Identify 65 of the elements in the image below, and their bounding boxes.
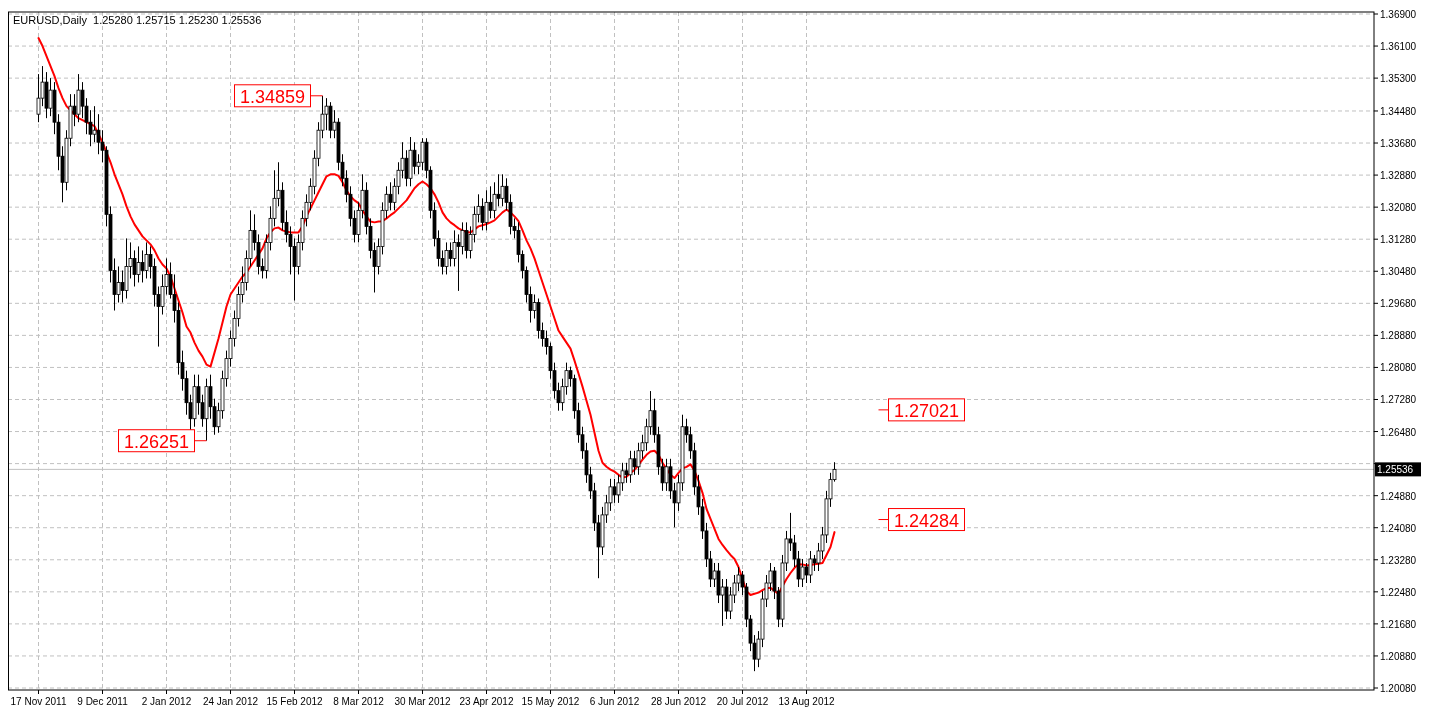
candlestick xyxy=(664,458,669,492)
y-tick-label: 1.36900 xyxy=(1380,9,1417,20)
y-tick-label: 1.28080 xyxy=(1380,362,1417,374)
candlestick xyxy=(496,173,501,207)
candlestick xyxy=(804,562,809,584)
candlestick xyxy=(612,478,617,504)
candlestick xyxy=(484,189,489,231)
x-tick-label: 15 May 2012 xyxy=(521,696,580,707)
candlestick xyxy=(412,141,417,175)
x-tick-label: 23 Apr 2012 xyxy=(459,696,514,707)
candlestick xyxy=(500,173,505,207)
x-tick-label: 9 Dec 2011 xyxy=(77,696,129,707)
y-tick-label: 1.23280 xyxy=(1380,554,1417,566)
ref-line-label: 1.25536 xyxy=(1377,464,1414,476)
candlestick xyxy=(488,185,493,219)
y-tick-label: 1.28880 xyxy=(1380,330,1417,342)
candlestick xyxy=(144,241,149,279)
y-tick-label: 1.32880 xyxy=(1380,170,1417,182)
candlestick xyxy=(120,269,125,304)
y-tick-label: 1.24080 xyxy=(1380,522,1417,534)
x-tick-label: 20 Jul 2012 xyxy=(716,696,769,707)
candlestick xyxy=(800,558,805,588)
x-tick-label: 13 Aug 2012 xyxy=(778,696,836,707)
candlestick xyxy=(624,462,629,484)
candlestick xyxy=(480,197,485,231)
x-tick-label: 15 Feb 2012 xyxy=(266,696,324,707)
y-tick-label: 1.29680 xyxy=(1380,298,1417,310)
candlestick xyxy=(92,105,97,143)
y-tick-label: 1.26480 xyxy=(1380,426,1417,438)
candlestick xyxy=(140,249,145,283)
chart-title: EURUSD,Daily 1.25280 1.25715 1.25230 1.25536 xyxy=(13,14,262,26)
candlestick xyxy=(388,181,393,211)
y-tick-label: 1.20080 xyxy=(1380,683,1417,694)
candlestick xyxy=(444,241,449,275)
candlestick xyxy=(116,265,121,304)
candlestick xyxy=(448,241,453,267)
y-tick-label: 1.22480 xyxy=(1380,586,1417,598)
candlestick xyxy=(136,245,141,283)
ref-line-label: 1.34859 xyxy=(239,86,306,107)
y-tick-label: 1.32080 xyxy=(1380,202,1417,214)
x-tick-label: 17 Nov 2011 xyxy=(10,696,67,707)
y-tick-label: 1.30480 xyxy=(1380,266,1417,278)
y-tick-label: 1.24880 xyxy=(1380,490,1417,502)
candlestick xyxy=(464,221,469,259)
x-tick-label: 30 Mar 2012 xyxy=(394,696,452,707)
y-tick-label: 1.34480 xyxy=(1380,105,1417,117)
candlestick xyxy=(456,233,461,292)
candlestick xyxy=(420,137,425,171)
y-tick-label: 1.35300 xyxy=(1380,73,1417,85)
x-tick-label: 24 Jan 2012 xyxy=(202,696,259,707)
y-tick-label: 1.33680 xyxy=(1380,138,1417,150)
x-tick-label: 28 Jun 2012 xyxy=(650,696,707,707)
ref-line-label: 1.27021 xyxy=(893,400,960,421)
y-tick-label: 1.21680 xyxy=(1380,618,1417,630)
y-tick-label: 1.31280 xyxy=(1380,234,1417,246)
y-tick-label: 1.36100 xyxy=(1380,41,1417,53)
ref-line-label: 1.26251 xyxy=(123,431,190,452)
y-tick-label: 1.20880 xyxy=(1380,650,1417,662)
x-tick-label: 8 Mar 2012 xyxy=(333,696,385,707)
x-tick-label: 6 Jun 2012 xyxy=(589,696,640,707)
y-tick-label: 1.27280 xyxy=(1380,394,1417,406)
ref-line-label: 1.24284 xyxy=(893,510,960,531)
candlestick xyxy=(628,450,633,484)
x-tick-label: 2 Jan 2012 xyxy=(141,696,192,707)
candlestick xyxy=(632,450,637,476)
